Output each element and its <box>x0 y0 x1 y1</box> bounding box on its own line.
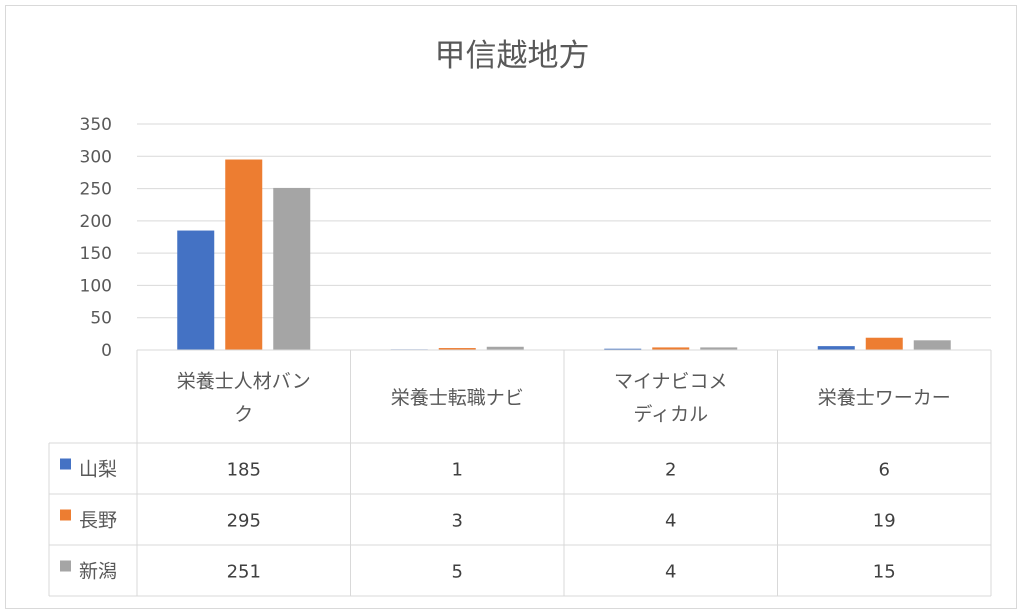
series-name: 長野 <box>79 510 117 532</box>
y-tick-label: 0 <box>101 341 112 361</box>
y-tick-label: 200 <box>80 212 112 232</box>
category-label: ディカル <box>633 404 708 426</box>
data-table-value: 5 <box>452 562 463 583</box>
data-table-value: 251 <box>227 562 261 583</box>
y-tick-label: 150 <box>80 244 112 264</box>
data-table-value: 1 <box>452 460 463 481</box>
y-tick-label: 300 <box>80 147 112 167</box>
data-table-value: 6 <box>879 460 890 481</box>
bar <box>913 340 951 350</box>
legend-key <box>60 560 71 572</box>
data-table-value: 2 <box>665 460 676 481</box>
data-table-value: 19 <box>873 511 896 532</box>
series-name: 新潟 <box>79 561 117 583</box>
data-table-value: 4 <box>665 511 676 532</box>
bar <box>225 159 263 350</box>
data-table-value: 4 <box>665 562 676 583</box>
bar <box>865 337 903 350</box>
y-tick-label: 350 <box>80 115 112 135</box>
data-table-value: 295 <box>227 511 261 532</box>
y-tick-label: 100 <box>80 276 112 296</box>
bar <box>273 187 311 350</box>
category-label: 栄養士ワーカー <box>818 387 951 409</box>
y-tick-label: 50 <box>90 309 112 329</box>
bar <box>652 347 690 350</box>
category-label: 栄養士人材バン <box>177 371 311 393</box>
legend-key <box>60 458 71 470</box>
bar <box>700 347 738 350</box>
data-table-value: 185 <box>227 460 261 481</box>
category-label: 栄養士転職ナビ <box>391 387 524 409</box>
bar <box>604 348 642 350</box>
bar <box>438 348 476 350</box>
data-table-value: 3 <box>452 511 463 532</box>
bar <box>817 346 855 350</box>
chart-title: 甲信越地方 <box>434 38 590 74</box>
y-tick-label: 250 <box>80 180 112 200</box>
chart-frame <box>5 5 1017 609</box>
category-label: マイナビコメ <box>614 371 728 393</box>
bar <box>486 346 524 350</box>
series-name: 山梨 <box>79 459 117 481</box>
bar <box>177 230 215 350</box>
data-table-value: 15 <box>873 562 896 583</box>
category-label: ク <box>234 404 253 426</box>
legend-key <box>60 509 71 521</box>
